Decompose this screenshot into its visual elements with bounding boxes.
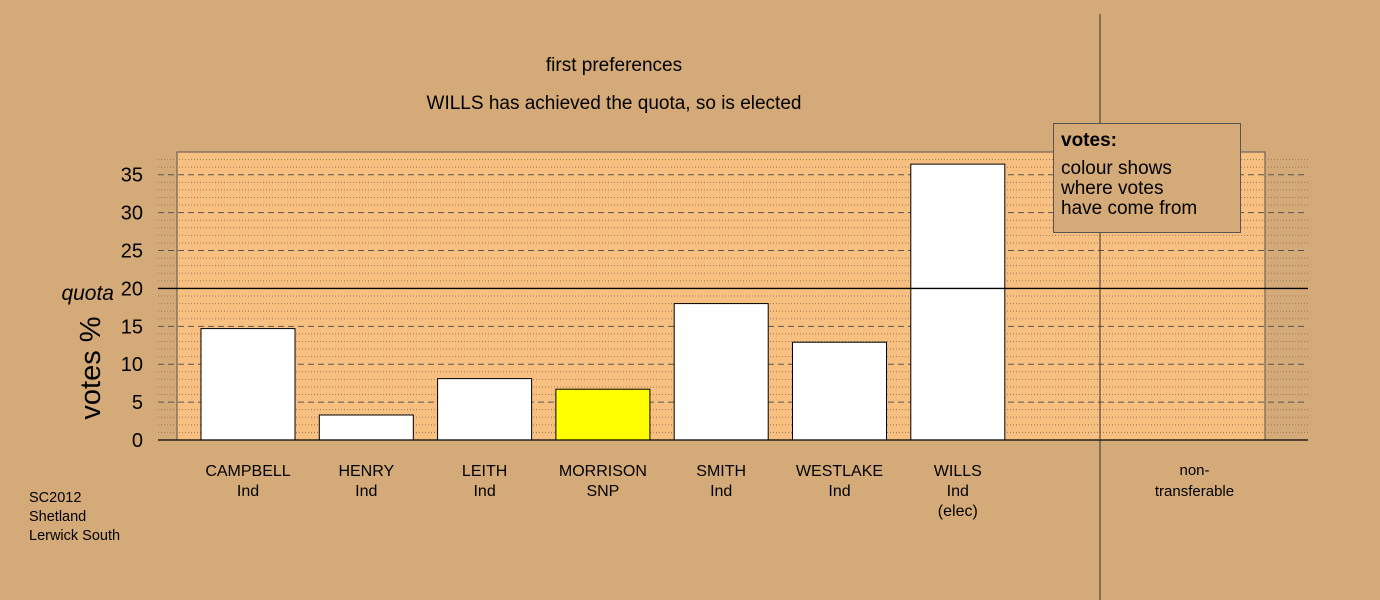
legend-title: votes: (1061, 130, 1117, 151)
footnote: SC2012 Shetland Lerwick South (29, 490, 121, 544)
y-tick-label: 35 (121, 165, 143, 187)
y-tick-label: 15 (121, 316, 143, 338)
legend: votes: colour shows where votes have com… (1053, 123, 1241, 233)
y-tick-label: 25 (121, 241, 143, 263)
candidate-party: Ind (828, 483, 850, 500)
x-label-smith: SMITH Ind (696, 463, 746, 500)
y-axis-label: votes % (75, 316, 107, 419)
bar-henry (318, 414, 414, 441)
candidate-party: Ind (947, 483, 969, 500)
chart-title: first preferences (546, 55, 682, 76)
candidate-party: Ind (237, 483, 259, 500)
y-tick-label: 30 (121, 203, 143, 225)
bar-smith (673, 303, 769, 441)
y-tick-label: 10 (121, 354, 143, 376)
candidate-name: WILLS (934, 463, 982, 480)
y-axis-ticks: 0 5 10 15 20 25 30 35 (121, 165, 143, 452)
x-label-leith: LEITH Ind (462, 463, 507, 500)
candidate-party: Ind (355, 483, 377, 500)
x-label-non-transferable: non-transferable (1155, 462, 1234, 500)
candidate-name: LEITH (462, 463, 507, 480)
candidate-party: Ind (473, 483, 495, 500)
x-label-westlake: WESTLAKE Ind (796, 463, 883, 500)
candidate-party: Ind (710, 483, 732, 500)
x-label-morrison: MORRISON SNP (559, 463, 647, 500)
x-axis-labels: CAMPBELL Ind HENRY Ind LEITH Ind MORRISON SNP SM… (205, 462, 1234, 520)
bar-westlake (792, 341, 887, 441)
bar-leith (437, 378, 533, 441)
quota-label: quota (61, 282, 114, 305)
x-label-henry: HENRY Ind (338, 463, 394, 500)
y-tick-label: 0 (132, 430, 143, 452)
candidate-name: HENRY (338, 463, 394, 480)
axes (158, 14, 1308, 600)
y-tick-label: 20 (121, 278, 143, 300)
bar-morrison (555, 388, 651, 441)
bar-campbell (200, 328, 296, 441)
non-transferable-label-1: non- (1179, 462, 1209, 479)
candidate-name: WESTLAKE (796, 463, 883, 480)
candidate-name: CAMPBELL (205, 463, 290, 480)
candidate-name: SMITH (696, 463, 746, 480)
chart-subtitle: WILLS has achieved the quota, so is elec… (427, 93, 802, 114)
bars (200, 163, 1006, 441)
candidate-status: (elec) (938, 503, 978, 520)
x-label-wills: WILLS Ind (elec) (934, 463, 982, 520)
candidate-party: SNP (586, 483, 619, 500)
non-transferable-label-2: transferable (1155, 483, 1234, 500)
legend-text: colour shows where votes have come from (1061, 158, 1198, 219)
bar-wills (910, 163, 1006, 441)
x-label-campbell: CAMPBELL Ind (205, 463, 290, 500)
candidate-name: MORRISON (559, 463, 647, 480)
y-tick-label: 5 (132, 392, 143, 414)
